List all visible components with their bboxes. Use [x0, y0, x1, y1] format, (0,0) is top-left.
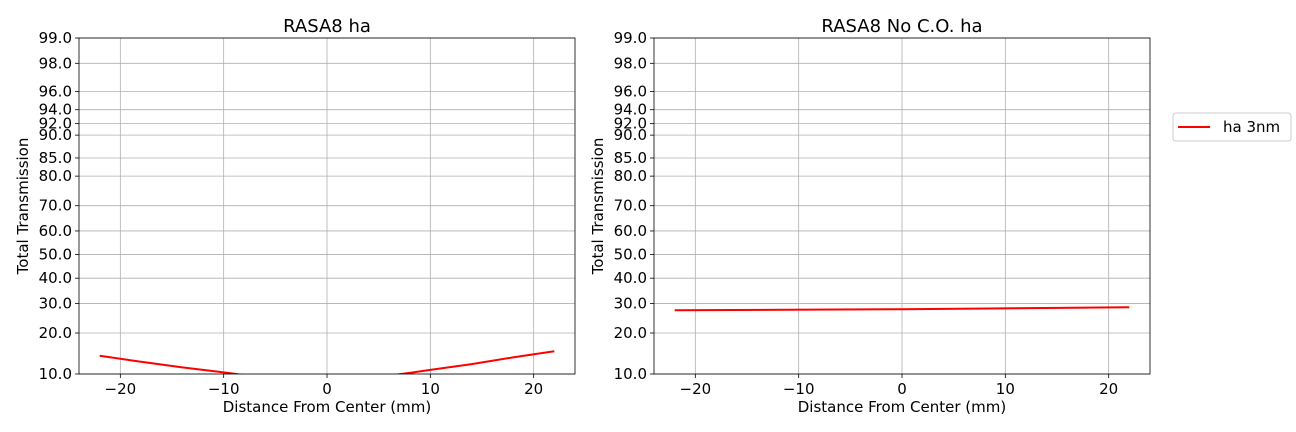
x-tick-label: −10	[208, 380, 240, 398]
x-tick-label: 20	[1099, 380, 1118, 398]
x-tick-label: −20	[680, 380, 712, 398]
y-tick-label: 96.0	[39, 82, 72, 100]
y-tick-label: 98.0	[39, 54, 72, 72]
y-tick-label: 60.0	[614, 222, 647, 240]
x-axis-label: Distance From Center (mm)	[223, 398, 431, 416]
y-tick-label: 90.0	[614, 126, 647, 144]
y-axis-label: Total Transmission	[14, 138, 32, 276]
y-tick-label: 50.0	[614, 246, 647, 264]
y-tick-label: 70.0	[614, 197, 647, 215]
chart-title: RASA8 ha	[283, 16, 371, 37]
chart-panel-1: −20 −10 0 10 20 10.0 20.0 30.0 40.0 50.0 60.0 70.0 8…	[14, 16, 576, 416]
x-tick-label: 0	[897, 380, 907, 398]
y-tick-label: 85.0	[614, 149, 647, 167]
y-tick-label: 98.0	[614, 54, 647, 72]
y-tick-label: 10.0	[614, 365, 647, 383]
series-line-1	[99, 350, 555, 374]
legend-label: ha 3nm	[1223, 118, 1280, 136]
y-tick-label: 99.0	[614, 29, 647, 47]
x-tick-label: 10	[421, 380, 440, 398]
x-tick-label: 20	[524, 380, 543, 398]
y-tick-label: 96.0	[614, 82, 647, 100]
y-axis-label: Total Transmission	[589, 138, 607, 276]
y-tick-label: 30.0	[39, 294, 72, 312]
x-tick-label: −10	[783, 380, 815, 398]
y-tick-label: 40.0	[614, 269, 647, 287]
y-tick-label: 94.0	[614, 101, 647, 119]
y-tick-label: 94.0	[39, 101, 72, 119]
y-tick-label: 92.0	[39, 115, 72, 133]
y-tick-label: 30.0	[614, 294, 647, 312]
y-tick-label: 20.0	[39, 324, 72, 342]
y-tick-label: 10.0	[39, 365, 72, 383]
y-tick-label: 60.0	[39, 222, 72, 240]
x-axis-label: Distance From Center (mm)	[798, 398, 1006, 416]
y-tick-label: 40.0	[39, 269, 72, 287]
x-tick-label: 0	[322, 380, 332, 398]
y-tick-label: 99.0	[39, 29, 72, 47]
series-line-1	[674, 306, 1130, 312]
y-tick-label: 70.0	[39, 197, 72, 215]
x-tick-label: 10	[996, 380, 1015, 398]
chart-panel-2: −20 −10 0 10 20 10.0 20.0 30.0 40.0 50.0 60.0 70.0 8…	[589, 16, 1292, 416]
legend-box	[1172, 112, 1292, 142]
x-tick-label: −20	[105, 380, 137, 398]
legend: ha 3nm	[1172, 112, 1292, 142]
y-tick-label: 90.0	[39, 126, 72, 144]
chart-title: RASA8 No C.O. ha	[821, 16, 982, 37]
y-tick-label: 80.0	[39, 167, 72, 185]
y-tick-label: 92.0	[614, 115, 647, 133]
grid	[654, 37, 1150, 375]
y-tick-label: 80.0	[614, 167, 647, 185]
grid	[79, 37, 575, 375]
y-tick-label: 85.0	[39, 149, 72, 167]
y-tick-label: 20.0	[614, 324, 647, 342]
y-tick-label: 50.0	[39, 246, 72, 264]
